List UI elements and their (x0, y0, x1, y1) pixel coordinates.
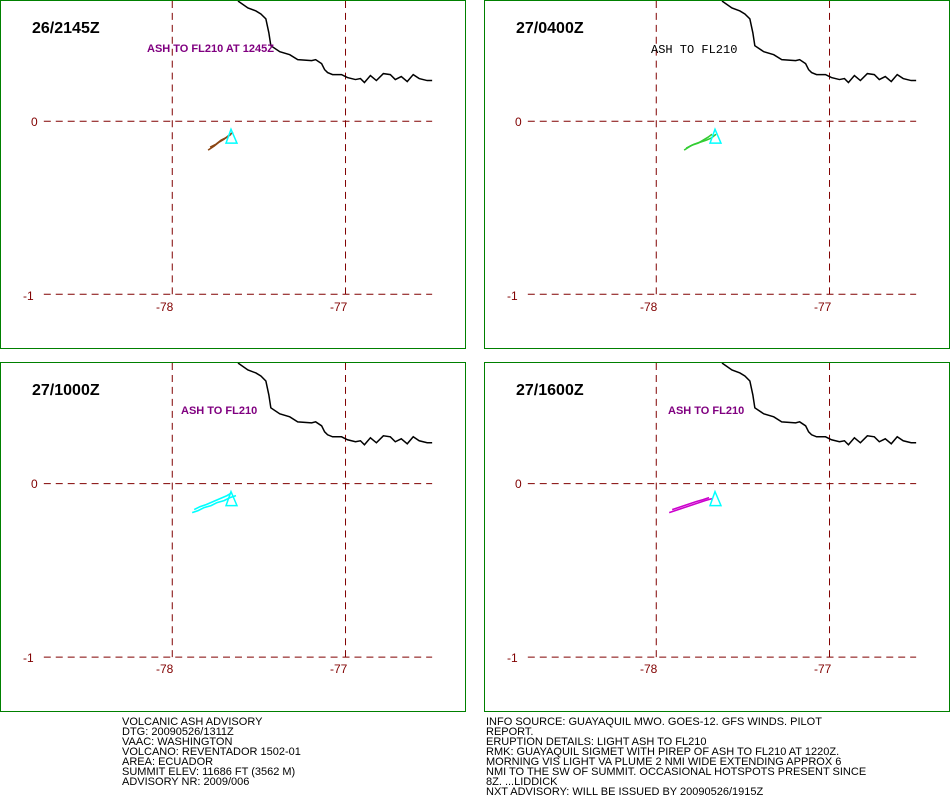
map-panel-4: 27/1600Z ASH TO FL210 0 -1 -78 -77 (484, 362, 950, 712)
ash-plume (671, 496, 710, 511)
advisory-line: VOLCANIC ASH ADVISORY (122, 716, 263, 728)
advisory-line: MORNING VIS LIGHT VA PLUME 2 NMI WIDE EX… (486, 756, 842, 768)
coastline (721, 1, 917, 84)
lat-label-0: 0 (515, 477, 522, 491)
panel-time: 27/1600Z (516, 382, 584, 399)
lat-label-minus1: -1 (507, 289, 518, 303)
lon-label-minus78: -78 (156, 662, 174, 676)
volcano-summit-marker (708, 127, 723, 144)
ash-label: ASH TO FL210 (651, 43, 738, 57)
lat-label-minus1: -1 (23, 289, 34, 303)
lon-label-minus78: -78 (156, 300, 174, 314)
map-svg-1 (43, 1, 433, 295)
ash-label: ASH TO FL210 AT 1245Z (147, 43, 274, 55)
lon-label-minus78: -78 (640, 300, 658, 314)
map-panel-3: 27/1000Z ASH TO FL210 0 -1 -78 -77 (0, 362, 466, 712)
volcano-summit-marker (224, 489, 239, 507)
lat-label-0: 0 (31, 477, 38, 491)
advisory-line: ERUPTION DETAILS: LIGHT ASH TO FL210 (486, 736, 707, 748)
ash-plume (685, 133, 713, 149)
map-svg-4 (527, 363, 917, 658)
advisory-right-text: INFO SOURCE: GUAYAQUIL MWO. GOES-12. GFS… (486, 716, 867, 798)
advisory-line: INFO SOURCE: GUAYAQUIL MWO. GOES-12. GFS… (486, 716, 822, 728)
coastline (721, 363, 917, 446)
lon-label-minus78: -78 (640, 662, 658, 676)
lon-label-minus77: -77 (814, 300, 832, 314)
coastline (237, 363, 433, 446)
map-panel-2: 27/0400Z ASH TO FL210 0 -1 -78 -77 (484, 0, 950, 349)
advisory-line: VOLCANO: REVENTADOR 1502-01 (122, 746, 301, 758)
lat-label-0: 0 (515, 115, 522, 129)
advisory-line: 8Z. ...LIDDICK (486, 776, 558, 788)
panel-time: 26/2145Z (32, 20, 100, 37)
lon-label-minus77: -77 (330, 300, 348, 314)
advisory-line: RMK: GUAYAQUIL SIGMET WITH PIREP OF ASH … (486, 746, 840, 758)
advisory-line: ADVISORY NR: 2009/006 (122, 776, 250, 788)
volcano-summit-marker (224, 127, 239, 144)
ash-label: ASH TO FL210 (668, 405, 745, 417)
advisory-line: NMI TO THE SW OF SUMMIT. OCCASIONAL HOTS… (486, 766, 867, 778)
ash-plume (668, 497, 713, 514)
map-svg-3 (43, 363, 433, 658)
advisory-line: NXT ADVISORY: WILL BE ISSUED BY 20090526… (486, 786, 764, 798)
advisory-line: DTG: 20090526/1311Z (122, 726, 234, 738)
advisory-line: SUMMIT ELEV: 11686 FT (3562 M) (122, 766, 296, 778)
lat-label-0: 0 (31, 115, 38, 129)
lon-label-minus77: -77 (814, 662, 832, 676)
advisory-line: VAAC: WASHINGTON (122, 736, 233, 748)
ash-label: ASH TO FL210 (181, 405, 258, 417)
volcano-summit-marker (708, 489, 723, 507)
lon-label-minus77: -77 (330, 662, 348, 676)
advisory-left-text: VOLCANIC ASH ADVISORY DTG: 20090526/1311… (122, 716, 301, 788)
lat-label-minus1: -1 (23, 651, 34, 665)
advisory-line: REPORT. (486, 726, 534, 738)
map-svg-2 (527, 1, 917, 295)
coastline (237, 1, 433, 84)
advisory-line: AREA: ECUADOR (122, 756, 214, 768)
lat-label-minus1: -1 (507, 651, 518, 665)
panel-time: 27/0400Z (516, 20, 584, 37)
ash-plume (193, 491, 233, 511)
map-panel-1: 26/2145Z ASH TO FL210 AT 1245Z 0 -1 -78 … (0, 0, 466, 349)
panel-time: 27/1000Z (32, 382, 100, 399)
